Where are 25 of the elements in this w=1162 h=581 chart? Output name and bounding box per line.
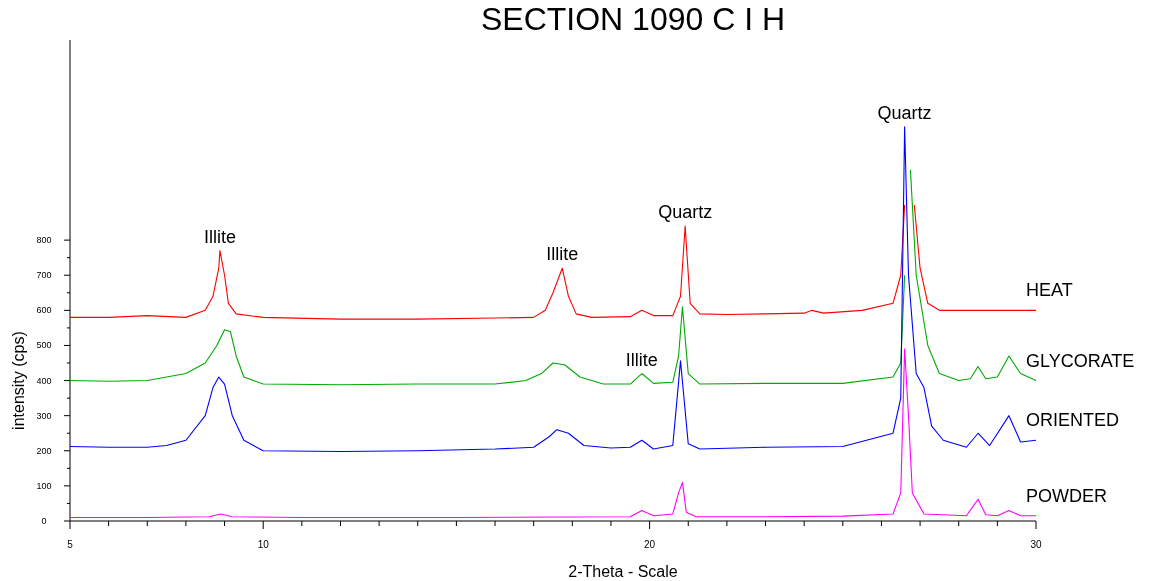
annotation: Illite — [203, 226, 236, 247]
annotation: Illite — [625, 349, 658, 370]
annotation: Quartz — [877, 102, 932, 123]
y-tick-label: 200 — [36, 445, 52, 456]
chart-title: SECTION 1090 C I H — [480, 1, 786, 37]
x-tick-label: 5 — [67, 539, 74, 550]
y-tick-label: 0 — [41, 516, 47, 526]
annotation: Quartz — [658, 202, 713, 223]
series-label: HEAT — [1026, 280, 1073, 301]
x-tick-label: 10 — [257, 539, 270, 550]
x-tick-label: 20 — [644, 539, 656, 550]
annotation: Illite — [546, 244, 579, 265]
y-tick-label: 500 — [36, 340, 52, 351]
series-label: POWDER — [1026, 485, 1107, 506]
y-tick-label: 300 — [36, 410, 52, 421]
y-axis-title: intensity (cps) — [10, 331, 27, 430]
series-label: ORIENTED — [1026, 410, 1120, 431]
y-tick-label: 800 — [36, 235, 52, 246]
y-tick-label: 600 — [36, 305, 52, 316]
y-tick-label: 100 — [36, 480, 52, 491]
y-tick-label: 400 — [36, 375, 52, 386]
y-tick-label: 700 — [36, 270, 52, 281]
x-tick-label: 30 — [1030, 539, 1042, 550]
series-label: GLYCORATE — [1026, 350, 1135, 371]
x-axis-title: 2-Theta - Scale — [568, 563, 678, 580]
